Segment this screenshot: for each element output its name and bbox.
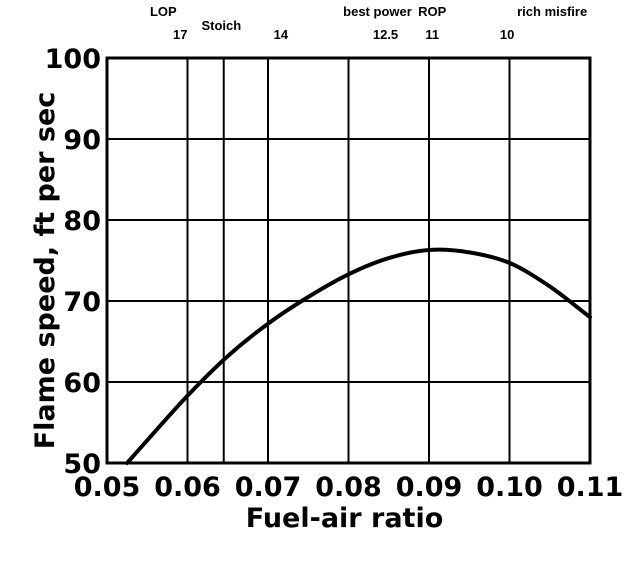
annotation-label: 14 (274, 27, 289, 42)
y-tick-label: 90 (63, 125, 101, 156)
annotation-label: 12.5 (373, 27, 398, 42)
y-tick-label: 70 (63, 287, 101, 318)
annotation-label: 11 (425, 27, 439, 42)
annotation-label: 17 (173, 27, 187, 42)
y-tick-label: 60 (63, 368, 101, 399)
plot-frame (105, 56, 592, 465)
grid-lines (107, 58, 590, 463)
flame-speed-curve (125, 247, 592, 465)
annotation-label: 10 (500, 27, 514, 42)
tick-labels: 0.05 0.06 0.07 0.08 0.09 0.10 0.11 50 60 70 80 90 10… (45, 44, 624, 503)
y-tick-label: 50 (63, 449, 101, 480)
x-tick-label: 0.05 (74, 472, 141, 503)
y-tick-label: 100 (45, 44, 101, 75)
annotation-label: ROP (418, 4, 447, 19)
y-axis-label: Flame speed, ft per sec (30, 92, 61, 450)
annotation-label: rich misfire (517, 4, 587, 19)
annotation-label: LOP (150, 4, 177, 19)
annotation-label: Stoich (201, 18, 241, 33)
x-tick-label: 0.09 (396, 472, 463, 503)
x-tick-label: 0.11 (557, 472, 624, 503)
annotation-label: best power (343, 4, 412, 19)
x-axis-label: Fuel-air ratio (246, 503, 444, 534)
y-tick-label: 80 (63, 206, 101, 237)
x-tick-label: 0.07 (235, 472, 302, 503)
x-tick-label: 0.08 (315, 472, 382, 503)
x-tick-label: 0.10 (476, 472, 543, 503)
x-tick-label: 0.06 (154, 472, 221, 503)
